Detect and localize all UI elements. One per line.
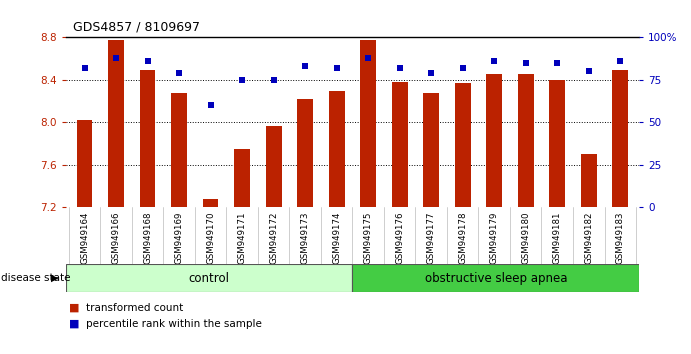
Bar (77, 120, 93, 207)
Text: GSM949168: GSM949168 (143, 212, 152, 264)
Bar (486, 74, 502, 207)
Bar (549, 80, 565, 207)
Bar (140, 70, 155, 207)
Bar (297, 99, 313, 207)
Text: percentile rank within the sample: percentile rank within the sample (86, 319, 263, 329)
Text: GSM949164: GSM949164 (80, 212, 89, 264)
Text: GSM949183: GSM949183 (616, 212, 625, 264)
Bar (581, 154, 596, 207)
Text: GSM949166: GSM949166 (111, 212, 120, 264)
Bar (455, 83, 471, 207)
Bar (329, 91, 345, 207)
Bar (202, 199, 218, 207)
Bar (518, 74, 533, 207)
Text: GSM949177: GSM949177 (426, 212, 436, 264)
Bar (612, 70, 628, 207)
Text: disease state: disease state (1, 273, 71, 283)
Text: GSM949181: GSM949181 (553, 212, 562, 264)
Text: ■: ■ (69, 319, 79, 329)
Text: ■: ■ (69, 303, 79, 313)
Bar (108, 40, 124, 207)
Text: GSM949169: GSM949169 (175, 212, 184, 264)
Text: transformed count: transformed count (86, 303, 184, 313)
Text: GDS4857 / 8109697: GDS4857 / 8109697 (73, 21, 200, 34)
Text: obstructive sleep apnea: obstructive sleep apnea (424, 272, 567, 285)
Bar (392, 82, 408, 207)
Text: GSM949176: GSM949176 (395, 212, 404, 264)
Text: control: control (189, 272, 229, 285)
Bar (360, 40, 376, 207)
Text: GSM949178: GSM949178 (458, 212, 467, 264)
Text: GSM949174: GSM949174 (332, 212, 341, 264)
Text: GSM949171: GSM949171 (238, 212, 247, 264)
Bar (66, 264, 352, 292)
Text: GSM949179: GSM949179 (490, 212, 499, 264)
Bar (424, 93, 439, 207)
Bar (171, 93, 187, 207)
Text: ▶: ▶ (51, 273, 59, 283)
Bar (352, 264, 639, 292)
Text: GSM949172: GSM949172 (269, 212, 278, 264)
Text: GSM949182: GSM949182 (585, 212, 594, 264)
Bar (266, 126, 281, 207)
Text: GSM949173: GSM949173 (301, 212, 310, 264)
Text: GSM949170: GSM949170 (206, 212, 215, 264)
Bar (234, 149, 250, 207)
Text: GSM949175: GSM949175 (363, 212, 372, 264)
Text: GSM949180: GSM949180 (521, 212, 530, 264)
